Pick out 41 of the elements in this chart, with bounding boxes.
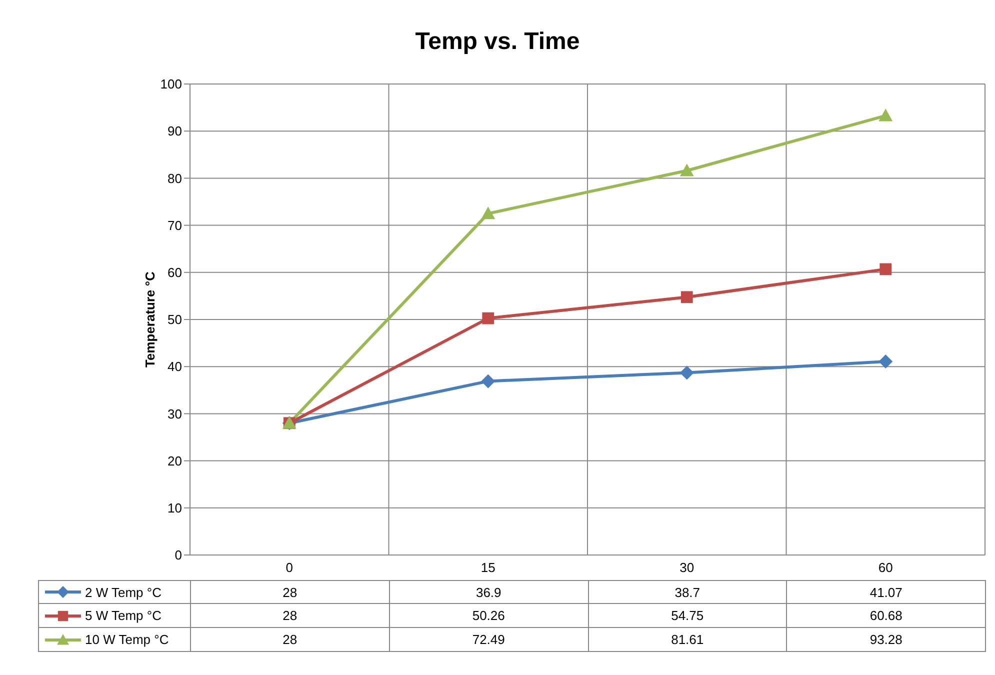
data-label: 36.9 — [390, 581, 588, 603]
data-label: 38.7 — [588, 581, 788, 603]
point — [878, 354, 893, 369]
y-tick-label: 80 — [168, 170, 182, 186]
data-label: 28 — [191, 604, 390, 627]
x-tick-label: 30 — [680, 560, 694, 576]
point — [878, 108, 893, 122]
point — [481, 206, 496, 220]
y-tick-label: 0 — [174, 548, 182, 563]
y-axis-title: Temperature °C — [142, 270, 158, 368]
y-tick-label: 10 — [168, 500, 182, 516]
y-tick-label: 60 — [168, 265, 182, 280]
point — [880, 263, 892, 276]
data-label: 93.28 — [787, 628, 986, 651]
data-label: 41.07 — [787, 581, 986, 603]
x-tick-label: 15 — [480, 560, 496, 576]
data-label: 54.75 — [588, 604, 788, 627]
y-tick-label: 90 — [168, 124, 182, 139]
point — [680, 164, 694, 176]
point — [481, 374, 496, 388]
y-tick-label: 20 — [168, 453, 182, 468]
x-tick-label: 0 — [286, 560, 293, 576]
point — [680, 366, 694, 380]
data-label: 28 — [191, 628, 390, 651]
y-tick-label: 40 — [168, 359, 182, 374]
point — [482, 312, 494, 324]
data-label: 81.61 — [588, 628, 788, 651]
data-label: 72.49 — [390, 628, 588, 651]
legend-label: 5 W Temp °C — [85, 608, 162, 623]
data-label: 60.68 — [787, 604, 986, 627]
point — [680, 291, 693, 304]
y-tick-label: 30 — [168, 406, 182, 422]
legend-label: 10 W Temp °C — [85, 632, 169, 647]
y-tick-label: 70 — [168, 218, 182, 233]
chart-title: Temp vs. Time — [414, 28, 581, 56]
y-tick-label: 100 — [160, 76, 182, 92]
y-tick-label: 50 — [168, 312, 182, 328]
legend-label: 2 W Temp °C — [85, 584, 162, 600]
data-label: 50.26 — [390, 604, 588, 627]
data-label: 28 — [191, 581, 390, 603]
x-tick-label: 60 — [878, 560, 893, 576]
